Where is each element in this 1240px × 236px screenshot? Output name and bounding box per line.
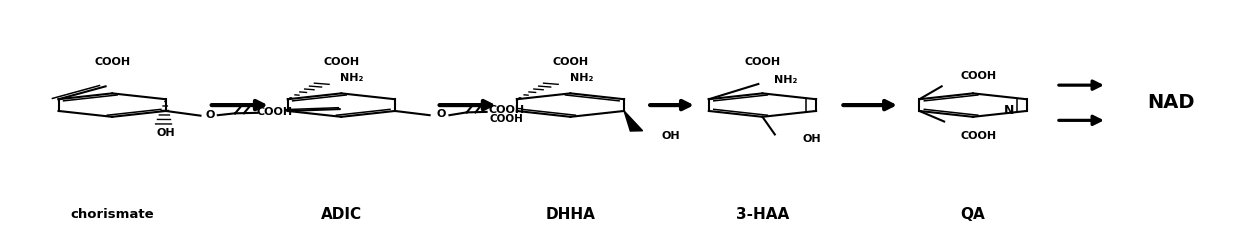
Text: NH₂: NH₂ (569, 73, 593, 83)
Text: COOH: COOH (552, 57, 589, 67)
Text: COOH: COOH (489, 105, 525, 115)
Text: COOH: COOH (961, 131, 997, 141)
Text: COOH: COOH (324, 57, 360, 67)
Text: COOH: COOH (490, 114, 523, 124)
Text: COOH: COOH (744, 57, 780, 67)
Text: NH₂: NH₂ (774, 75, 797, 85)
Text: QA: QA (961, 207, 986, 222)
Text: OH: OH (156, 128, 175, 138)
Text: chorismate: chorismate (71, 208, 154, 221)
Text: NH₂: NH₂ (341, 73, 363, 83)
Text: DHHA: DHHA (546, 207, 595, 222)
Text: OH: OH (802, 134, 821, 144)
Text: COOH: COOH (961, 71, 997, 81)
Text: ADIC: ADIC (321, 207, 362, 222)
Text: N: N (1004, 105, 1014, 118)
Text: COOH: COOH (94, 57, 130, 67)
Polygon shape (624, 111, 642, 131)
Text: NAD: NAD (1147, 93, 1195, 112)
Text: O: O (206, 110, 215, 120)
Text: 3-HAA: 3-HAA (735, 207, 789, 222)
Text: COOH: COOH (257, 107, 293, 117)
Text: OH: OH (662, 131, 681, 141)
Text: O: O (436, 109, 445, 119)
